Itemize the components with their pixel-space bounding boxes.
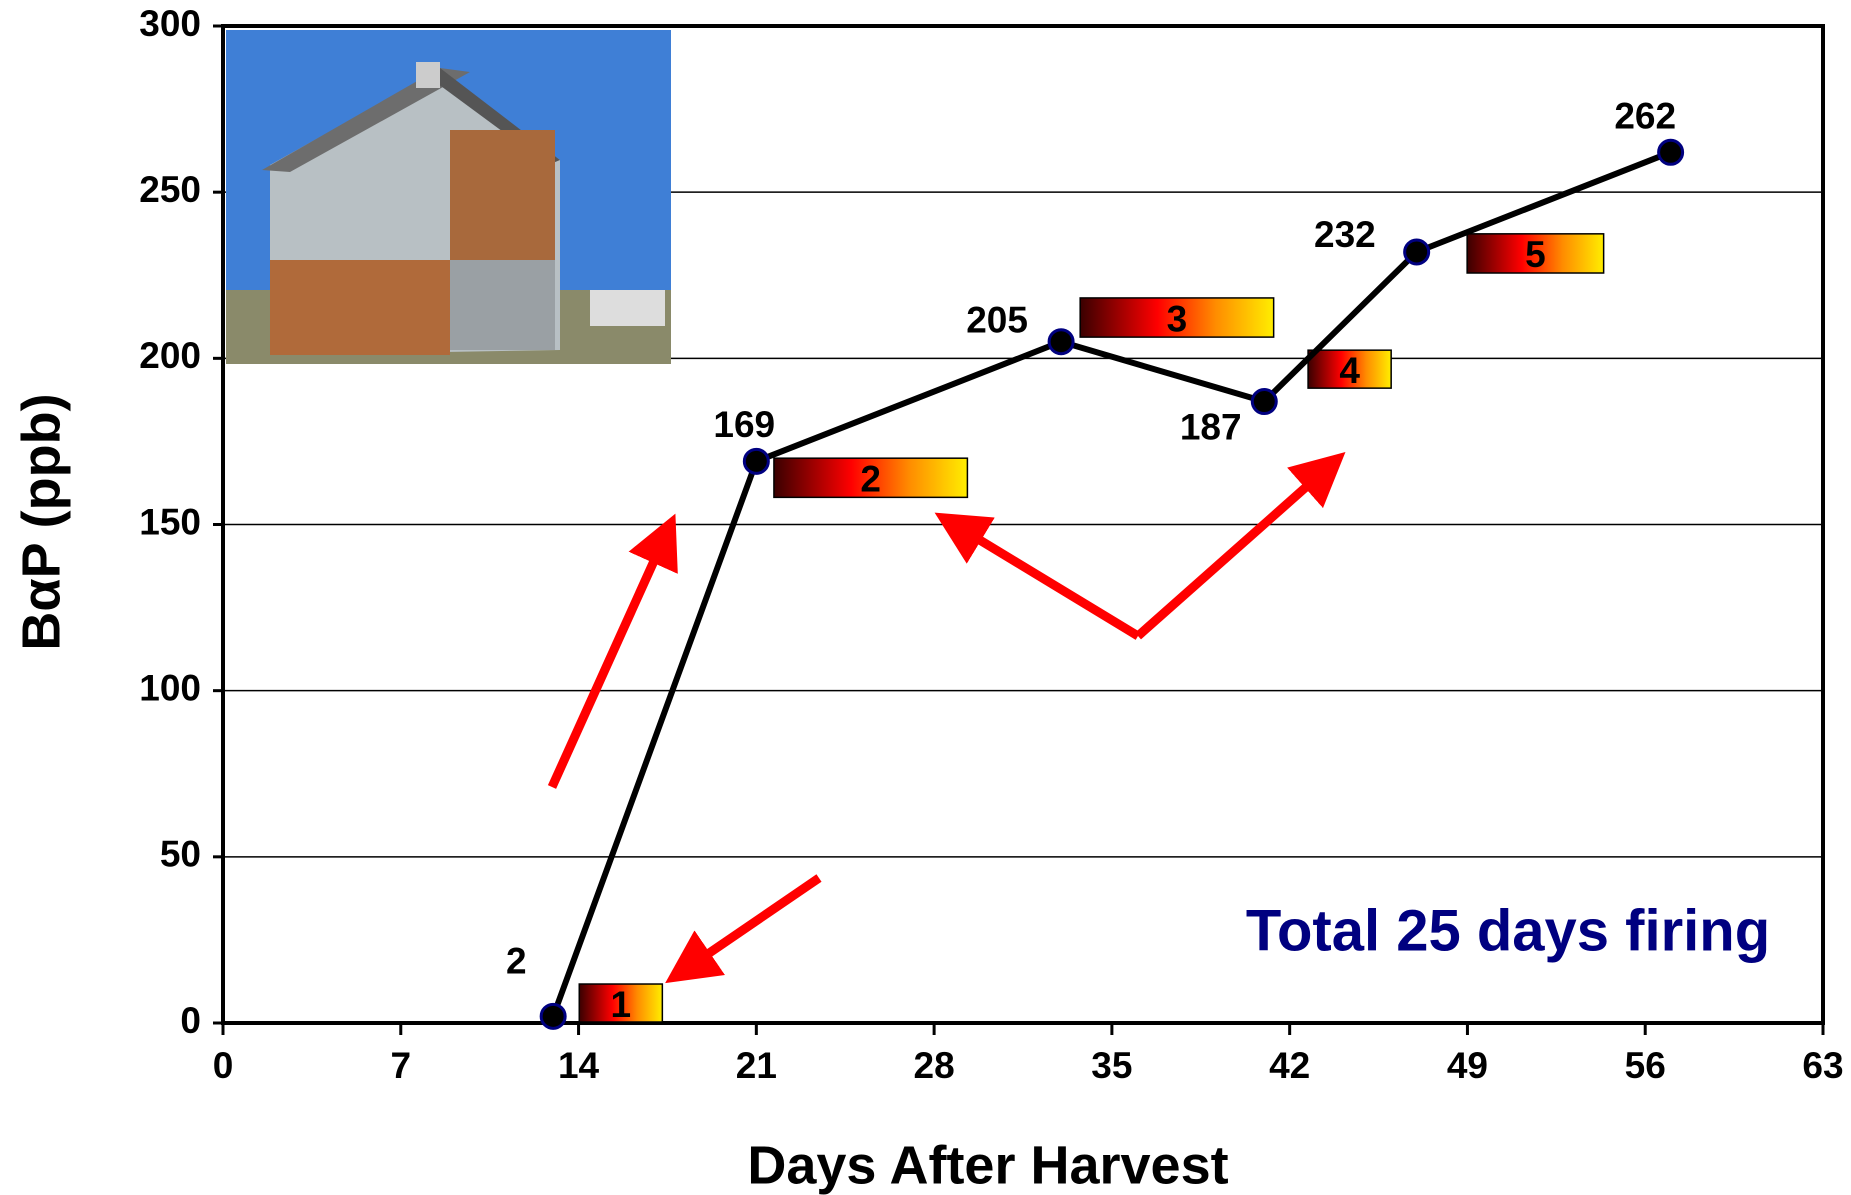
x-axis-title: Days After Harvest	[747, 1135, 1228, 1195]
x-tick-label: 0	[213, 1045, 234, 1086]
x-tick-label: 42	[1269, 1045, 1310, 1086]
y-tick-label: 100	[139, 667, 201, 708]
x-tick-label: 56	[1625, 1045, 1666, 1086]
red-arrows	[547, 452, 1346, 984]
y-tick-label: 0	[180, 1000, 201, 1041]
x-tick-label: 49	[1447, 1045, 1488, 1086]
y-tick-label: 200	[139, 335, 201, 376]
firing-label: 1	[611, 984, 632, 1025]
data-point	[1403, 238, 1431, 266]
firing-box	[1079, 297, 1275, 338]
plot-frame	[221, 24, 1825, 1025]
annotation: Total 25 days firing	[1246, 898, 1770, 963]
x-tick-label: 7	[390, 1045, 411, 1086]
data-line	[550, 149, 1672, 1018]
value-label: 169	[713, 404, 775, 445]
firing-box	[1307, 349, 1392, 389]
firing-box	[578, 983, 664, 1023]
data-point	[742, 447, 770, 475]
data-point	[1250, 388, 1278, 416]
x-tick-label: 21	[736, 1045, 777, 1086]
firing-label: 2	[860, 459, 881, 500]
value-label: 232	[1314, 214, 1376, 255]
x-tick-label: 63	[1802, 1045, 1843, 1086]
y-tick-label: 300	[139, 3, 201, 44]
value-label: 187	[1180, 406, 1242, 447]
firing-label: 3	[1167, 298, 1188, 339]
value-label: 205	[966, 300, 1028, 341]
firing-label: 4	[1339, 350, 1360, 391]
firing-box	[1466, 233, 1605, 274]
x-tick-label: 35	[1091, 1045, 1132, 1086]
firing-box	[773, 457, 969, 499]
y-tick-label: 250	[139, 169, 201, 210]
data-point	[1657, 138, 1685, 166]
value-label: 262	[1614, 95, 1676, 136]
x-tick-label: 28	[914, 1045, 955, 1086]
y-axis-title: BαP (ppb)	[11, 393, 71, 650]
y-tick-label: 150	[139, 501, 201, 542]
value-label: 2	[506, 941, 527, 982]
y-tick-label: 50	[160, 834, 201, 875]
barn-photo	[226, 30, 671, 364]
data-point	[539, 1002, 567, 1030]
data-point	[1047, 328, 1075, 356]
x-tick-label: 14	[558, 1045, 600, 1086]
firing-label: 5	[1525, 234, 1546, 275]
